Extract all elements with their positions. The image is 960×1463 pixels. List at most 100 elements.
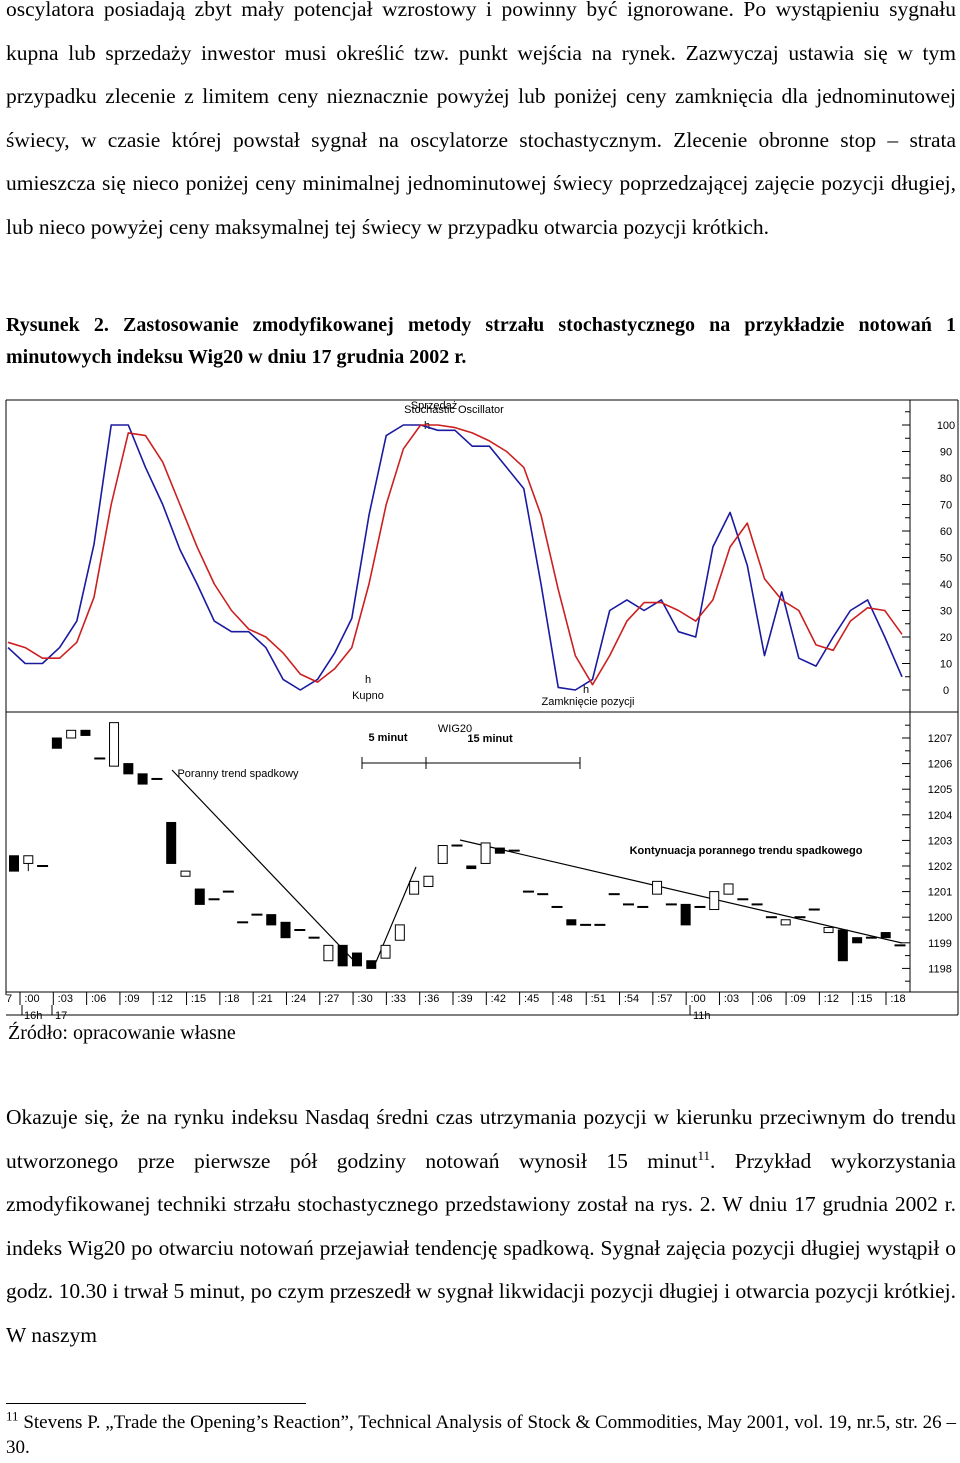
figure-chart: Stochastic Oscillator Sprzedaż h h Kupno…	[5, 399, 959, 1022]
candle-up	[323, 944, 334, 962]
buy-label: Kupno	[352, 690, 384, 702]
candle-down	[494, 847, 505, 854]
sell-marker: h	[424, 420, 430, 432]
price-tick-label: 1202	[928, 861, 952, 873]
x-tick-label: :18	[224, 993, 239, 1005]
stochastic-tick-label: 100	[937, 420, 955, 432]
x-tick-label: :09	[790, 993, 805, 1005]
candle-down	[266, 914, 277, 926]
downtrend-continuation-label: Kontynuacja porannego trendu spadkowego	[630, 845, 863, 857]
buy-marker: h	[365, 674, 371, 686]
candle-up	[409, 880, 420, 895]
footnote-text: Stevens P. „Trade the Opening’s Reaction…	[6, 1412, 956, 1458]
day-label-11h: 11h	[693, 1010, 711, 1022]
price-tick-label: 1206	[928, 759, 952, 771]
candle-down	[351, 952, 362, 967]
paragraph-bottom: Okazuje się, że na rynku indeksu Nasdaq …	[6, 1096, 956, 1357]
candle-down	[280, 921, 291, 939]
candle-down	[366, 960, 377, 969]
day-label-17: 17	[55, 1010, 67, 1022]
close-marker: h	[583, 684, 589, 696]
morning-trendline	[171, 769, 359, 966]
x-tick-label: :18	[890, 993, 905, 1005]
candle-down	[51, 737, 62, 749]
stochastic-tick-label: 60	[940, 526, 952, 538]
paragraph-bottom-text: Okazuje się, że na rynku indeksu Nasdaq …	[6, 1105, 956, 1173]
x-tick-label: :45	[524, 993, 539, 1005]
stochastic-tick-label: 40	[940, 579, 952, 591]
x-tick-label: :03	[58, 993, 73, 1005]
x-tick-label: :57	[657, 993, 672, 1005]
price-tick-label: 1204	[928, 810, 952, 822]
candle-down	[166, 821, 177, 864]
stochastic-tick-label: 50	[940, 553, 952, 565]
figure-source: Źródło: opracowanie własne	[8, 1022, 236, 1044]
candle-down	[137, 773, 148, 785]
price-tick-label: 1201	[928, 887, 952, 899]
x-tick-label: :33	[391, 993, 406, 1005]
chart-frame	[5, 399, 959, 1016]
candle-down	[194, 888, 205, 905]
x-tick-label: :27	[324, 993, 339, 1005]
stochastic-tick-label: 70	[940, 500, 952, 512]
five-min-label: 5 minut	[368, 732, 407, 744]
candle-up	[109, 722, 120, 767]
candle-up	[823, 926, 834, 934]
figure-caption: Rysunek 2. Zastosowanie zmodyfikowanej m…	[6, 314, 956, 368]
candle-down	[80, 729, 91, 736]
candle-up	[480, 842, 491, 864]
candle-up	[652, 880, 663, 895]
wig20-title: WIG20	[438, 723, 472, 735]
stochastic-tick-label: 80	[940, 473, 952, 485]
candle-down	[566, 919, 577, 926]
stochastic-series-d	[7, 424, 903, 686]
stochastic-tick-label: 90	[940, 447, 952, 459]
stochastic-tick-label: 20	[940, 632, 952, 644]
close-position-label: Zamknięcie pozycji	[542, 696, 635, 708]
price-tick-label: 1205	[928, 784, 952, 796]
duration-bracket	[361, 757, 581, 769]
price-tick-label: 1207	[928, 733, 952, 745]
candle-up	[780, 919, 791, 926]
candle-down	[880, 932, 891, 939]
morning-downtrend-label: Poranny trend spadkowy	[177, 768, 299, 780]
sell-label: Sprzedaż	[411, 400, 457, 412]
paragraph-top: oscylatora posiadają zbyt mały potencjał…	[6, 0, 956, 239]
paragraph-bottom-tail: . Przykład wykorzystania zmodyfikowanej …	[6, 1148, 956, 1347]
candle-down	[9, 855, 19, 872]
candle-up	[380, 944, 391, 959]
x-tick-label: :00	[691, 993, 706, 1005]
x-tick-label: :09	[124, 993, 139, 1005]
x-tick-label: :54	[624, 993, 639, 1005]
candle-down	[123, 763, 134, 775]
x-tick-label: :12	[824, 993, 839, 1005]
fifteen-min-label: 15 minut	[467, 733, 513, 745]
x-tick-label: :48	[557, 993, 572, 1005]
price-tick-label: 1203	[928, 835, 952, 847]
x-tick-label: :00	[24, 993, 39, 1005]
candle-up	[23, 855, 34, 864]
candle-down	[852, 937, 863, 944]
x-tick-label: :12	[158, 993, 173, 1005]
candle-down	[337, 944, 348, 967]
candle-down	[837, 929, 848, 962]
candle-down	[680, 903, 691, 926]
x-tick-label: :21	[258, 993, 273, 1005]
x-left-fragment: 7	[6, 993, 12, 1005]
candle-up	[709, 891, 720, 911]
x-tick-label: :24	[291, 993, 306, 1005]
continuation-trendline	[459, 839, 903, 944]
stochastic-title: Stochastic Oscillator	[404, 404, 504, 416]
stochastic-tick-label: 10	[940, 659, 952, 671]
candle-up	[423, 875, 434, 887]
candle-up	[66, 729, 77, 739]
stochastic-tick-label: 30	[940, 606, 952, 618]
x-tick-label: :39	[457, 993, 472, 1005]
candle-down	[466, 865, 477, 870]
candle-up	[180, 870, 191, 877]
footnote-number: 11	[6, 1408, 19, 1424]
candle-up	[437, 845, 448, 864]
footnote: 11 Stevens P. „Trade the Opening’s React…	[6, 1410, 956, 1460]
x-tick-label: :03	[724, 993, 739, 1005]
stochastic-series-k	[7, 424, 903, 691]
